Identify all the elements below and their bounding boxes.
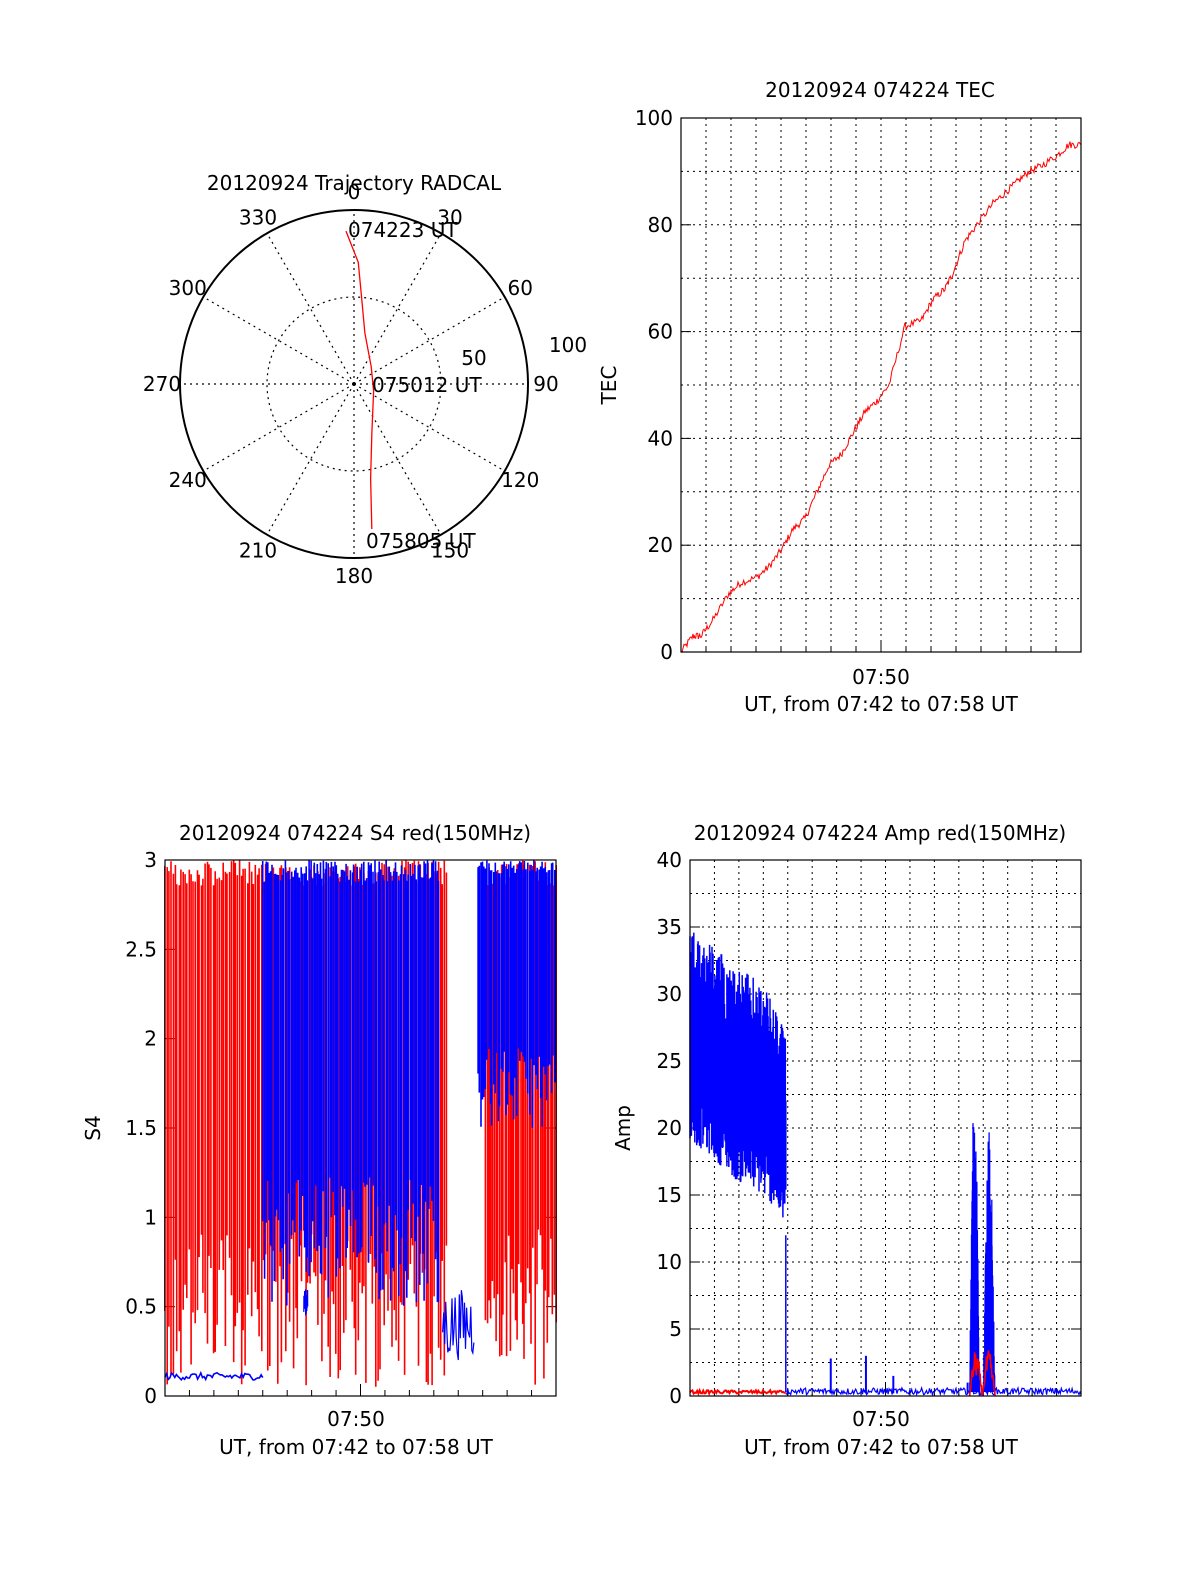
s4-frame	[164, 859, 557, 1397]
s4-ytick-label: 0	[144, 1384, 157, 1408]
polar-radial-label: 50	[461, 346, 486, 370]
s4-blue-baseline	[164, 1370, 264, 1382]
polar-angle-label: 30	[437, 206, 462, 230]
tec-panel: 20120924 074224 TEC TEC 07:50 UT, from 0…	[597, 78, 1082, 716]
polar-spoke	[203, 296, 355, 385]
tec-ytick-label: 60	[648, 320, 673, 344]
polar-spoke	[353, 383, 505, 472]
polar-angle-label: 60	[508, 276, 533, 300]
s4-xlabel: UT, from 07:42 to 07:58 UT	[219, 1435, 494, 1459]
amp-ytick-label: 40	[657, 848, 682, 872]
polar-angle-label: 300	[169, 276, 207, 300]
s4-ytick-label: 1.5	[125, 1116, 157, 1140]
tec-ytick-label: 80	[648, 213, 673, 237]
amp-ytick-label: 15	[657, 1183, 682, 1207]
amp-ylabel: Amp	[611, 1105, 635, 1151]
s4-title: 20120924 074224 S4 red(150MHz)	[179, 821, 531, 845]
amp-ytick-label: 0	[669, 1384, 682, 1408]
amp-panel: 20120924 074224 Amp red(150MHz) Amp 07:5…	[611, 821, 1082, 1459]
s4-blue-fragment	[442, 1290, 475, 1361]
tec-ylabel: TEC	[597, 366, 621, 406]
polar-title: 20120924 Trajectory RADCAL	[207, 171, 502, 195]
s4-ytick-label: 2	[144, 1027, 157, 1051]
tec-xtick-label: 07:50	[852, 665, 910, 689]
polar-angle-label: 150	[431, 538, 469, 562]
polar-radial-label: 100	[549, 333, 587, 357]
polar-spoke	[353, 233, 442, 385]
polar-spoke	[203, 383, 355, 472]
amp-red-baseline	[689, 1387, 786, 1397]
annotation-end-time: 075805 UT	[366, 529, 476, 553]
polar-spoke	[353, 296, 505, 385]
s4-ylabel: S4	[81, 1115, 105, 1140]
polar-angle-label: 180	[335, 564, 373, 588]
tec-series-line	[680, 141, 1082, 654]
s4-ytick-label: 0.5	[125, 1295, 157, 1319]
polar-angle-label: 120	[501, 468, 539, 492]
tec-frame	[680, 117, 1082, 653]
trajectory-polar-plot: 20120924 Trajectory RADCAL 0 30 60 90 120 150…	[143, 171, 587, 588]
amp-blue-envelope	[689, 932, 787, 1392]
s4-blue-fragment	[303, 1289, 309, 1316]
amp-ytick-label: 5	[669, 1317, 682, 1341]
amp-title: 20120924 074224 Amp red(150MHz)	[694, 821, 1066, 845]
s4-blue-segment	[261, 860, 440, 1306]
annotation-mid-time: 075012 UT	[372, 373, 482, 397]
polar-angle-label: 90	[533, 372, 558, 396]
amp-xlabel: UT, from 07:42 to 07:58 UT	[744, 1435, 1019, 1459]
polar-angle-label: 0	[348, 180, 361, 204]
amp-ytick-label: 10	[657, 1250, 682, 1274]
tec-title: 20120924 074224 TEC	[765, 78, 995, 102]
tec-ytick-label: 100	[635, 106, 673, 130]
polar-angle-label: 330	[239, 206, 277, 230]
amp-xtick-label: 07:50	[852, 1407, 910, 1431]
s4-ytick-label: 2.5	[125, 937, 157, 961]
polar-angle-label: 210	[239, 538, 277, 562]
s4-panel: 20120924 074224 S4 red(150MHz) S4 07:50 …	[81, 821, 557, 1459]
polar-spoke	[353, 383, 442, 535]
trajectory-line	[345, 230, 375, 530]
s4-xtick-label: 07:50	[327, 1407, 385, 1431]
annotation-start-time: 074223 UT	[348, 218, 458, 242]
amp-ytick-label: 25	[657, 1049, 682, 1073]
polar-angle-label: 270	[143, 372, 181, 396]
amp-ytick-label: 30	[657, 982, 682, 1006]
amp-frame	[689, 859, 1082, 1397]
tec-ytick-label: 0	[660, 640, 673, 664]
s4-blue-segment	[477, 860, 557, 1128]
polar-spoke	[266, 383, 355, 535]
tec-ytick-label: 20	[648, 533, 673, 557]
polar-spoke	[266, 233, 355, 385]
amp-ytick-label: 35	[657, 915, 682, 939]
polar-inner-ring	[266, 296, 442, 472]
amp-blue-tail	[785, 1385, 1082, 1398]
s4-ytick-label: 1	[144, 1205, 157, 1229]
polar-angle-label: 240	[169, 468, 207, 492]
amp-ytick-label: 20	[657, 1116, 682, 1140]
tec-xlabel: UT, from 07:42 to 07:58 UT	[744, 692, 1019, 716]
s4-ytick-label: 3	[144, 848, 157, 872]
polar-outer-ring	[179, 209, 529, 559]
tec-ytick-label: 40	[648, 426, 673, 450]
